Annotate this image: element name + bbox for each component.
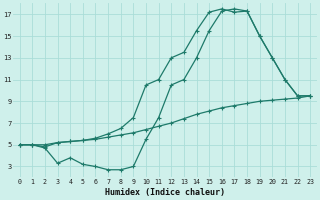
X-axis label: Humidex (Indice chaleur): Humidex (Indice chaleur): [105, 188, 225, 197]
